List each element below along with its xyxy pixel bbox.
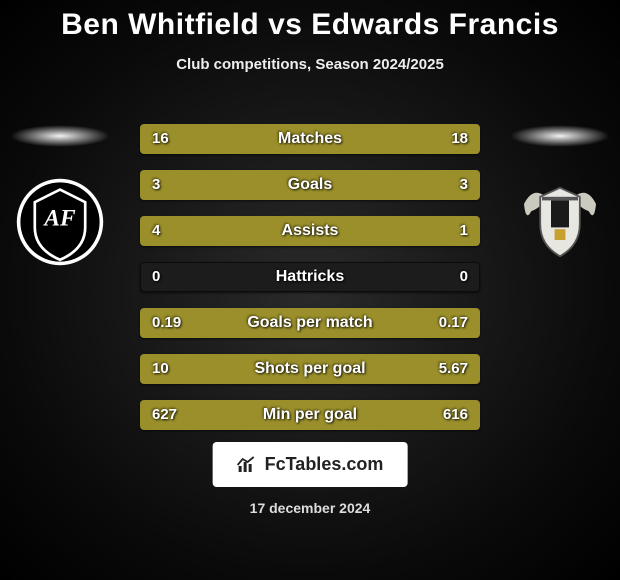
date-label: 17 december 2024 xyxy=(0,500,620,516)
team-right-crest xyxy=(515,177,605,267)
team-right-block xyxy=(510,125,610,305)
stat-row: 1618Matches xyxy=(140,124,480,154)
stats-panel: 1618Matches 33Goals 41Assists 00Hattricks 0.… xyxy=(140,124,480,446)
stat-row: 41Assists xyxy=(140,216,480,246)
page-title: Ben Whitfield vs Edwards Francis xyxy=(0,0,620,42)
stat-row: 105.67Shots per goal xyxy=(140,354,480,384)
halo-right xyxy=(510,125,610,147)
brand-badge[interactable]: FcTables.com xyxy=(213,442,408,487)
team-left-crest: AF xyxy=(15,177,105,267)
stat-row: 0.190.17Goals per match xyxy=(140,308,480,338)
stat-label: Goals per match xyxy=(140,308,480,338)
stat-row: 00Hattricks xyxy=(140,262,480,292)
chart-icon xyxy=(237,456,259,474)
halo-left xyxy=(10,125,110,147)
stat-label: Hattricks xyxy=(140,262,480,292)
page-subtitle: Club competitions, Season 2024/2025 xyxy=(0,56,620,73)
stat-row: 627616Min per goal xyxy=(140,400,480,430)
stat-label: Matches xyxy=(140,124,480,154)
team-left-block: AF xyxy=(10,125,110,305)
stat-label: Shots per goal xyxy=(140,354,480,384)
stat-label: Min per goal xyxy=(140,400,480,430)
stat-label: Assists xyxy=(140,216,480,246)
stat-row: 33Goals xyxy=(140,170,480,200)
svg-text:AF: AF xyxy=(42,206,76,232)
stat-label: Goals xyxy=(140,170,480,200)
brand-label: FcTables.com xyxy=(265,454,384,475)
